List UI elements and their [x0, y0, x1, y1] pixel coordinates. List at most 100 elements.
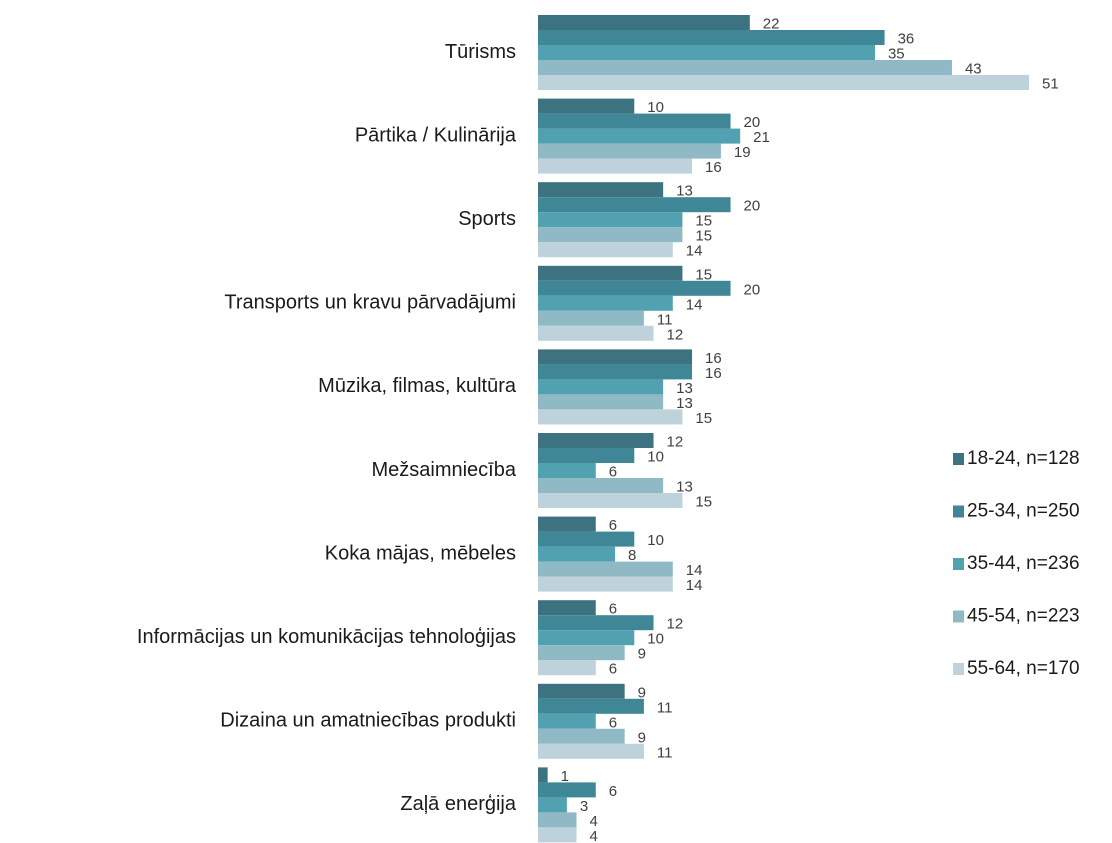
- category-label: Informācijas un komunikācijas tehnoloģij…: [137, 626, 516, 648]
- legend-label: 35-44, n=236: [967, 553, 1080, 574]
- bar: [538, 478, 664, 493]
- bar: [538, 576, 673, 592]
- value-label: 9: [638, 729, 646, 746]
- value-label: 19: [734, 144, 751, 161]
- bar: [538, 812, 577, 828]
- value-label: 35: [888, 45, 905, 62]
- value-label: 6: [609, 463, 617, 480]
- value-label: 14: [686, 296, 703, 313]
- bar: [538, 295, 673, 311]
- bar: [538, 197, 731, 213]
- legend-swatch: [953, 663, 964, 675]
- bar: [538, 158, 693, 174]
- value-label: 15: [695, 410, 712, 427]
- value-label: 16: [705, 350, 722, 367]
- legend-swatch: [953, 558, 964, 570]
- legend-label: 18-24, n=128: [967, 448, 1080, 469]
- value-label: 15: [695, 228, 712, 245]
- bar: [538, 265, 683, 281]
- bar: [538, 227, 683, 243]
- value-label: 36: [898, 30, 915, 47]
- bar: [538, 394, 664, 410]
- bar: [538, 409, 683, 425]
- value-label: 11: [657, 311, 673, 328]
- bar: [538, 379, 664, 395]
- value-label: 6: [609, 517, 617, 534]
- bar: [538, 310, 644, 326]
- bar: [538, 743, 644, 759]
- value-label: 14: [686, 243, 703, 260]
- category-label: Zaļā enerģija: [400, 793, 517, 815]
- value-label: 4: [590, 828, 598, 843]
- legend-label: 45-54, n=223: [967, 606, 1080, 627]
- value-label: 1: [561, 768, 569, 785]
- value-label: 12: [667, 433, 684, 450]
- bar: [538, 493, 683, 508]
- value-label: 16: [705, 159, 722, 176]
- category-label: Transports un kravu pārvadājumi: [224, 292, 516, 314]
- bar: [538, 15, 750, 30]
- bar: [538, 698, 644, 714]
- category-label: Sports: [458, 208, 516, 230]
- bar: [538, 516, 596, 532]
- value-label: 12: [667, 326, 684, 343]
- value-label: 4: [590, 813, 598, 830]
- bar: [538, 728, 625, 744]
- category-label: Pārtika / Kulinārija: [355, 124, 517, 146]
- value-label: 6: [609, 714, 617, 731]
- category-label: Dizaina un amatniecības produkti: [220, 710, 516, 732]
- value-label: 21: [753, 129, 770, 146]
- value-label: 20: [744, 281, 761, 298]
- bar: [538, 325, 654, 341]
- value-label: 14: [686, 562, 703, 579]
- value-label: 6: [609, 601, 617, 618]
- value-label: 9: [638, 646, 646, 663]
- value-label: 20: [744, 198, 761, 215]
- bar: [538, 45, 875, 60]
- bar: [538, 645, 625, 661]
- value-label: 13: [676, 395, 693, 412]
- value-label: 11: [657, 744, 673, 761]
- bar: [538, 182, 664, 198]
- value-label: 13: [676, 183, 693, 200]
- value-label: 10: [647, 99, 664, 116]
- value-label: 9: [638, 684, 646, 701]
- value-label: 15: [695, 493, 712, 510]
- bar: [538, 212, 683, 228]
- value-label: 14: [686, 577, 703, 594]
- value-label: 12: [667, 616, 684, 633]
- bar: [538, 349, 693, 365]
- value-label: 10: [647, 532, 664, 549]
- category-label: Tūrisms: [445, 41, 516, 63]
- value-label: 15: [695, 213, 712, 230]
- legend-swatch: [953, 453, 964, 465]
- value-label: 20: [744, 114, 761, 131]
- value-label: 43: [965, 60, 982, 77]
- legend-swatch: [953, 505, 964, 518]
- value-label: 10: [647, 448, 664, 465]
- value-label: 22: [763, 15, 780, 32]
- bar: [538, 797, 567, 813]
- bar: [538, 128, 741, 144]
- value-label: 13: [676, 380, 693, 397]
- bar: [538, 827, 577, 843]
- value-label: 6: [609, 783, 617, 800]
- bar: [538, 433, 654, 448]
- bar: [538, 615, 654, 631]
- value-label: 16: [705, 365, 722, 382]
- bar: [538, 75, 1029, 90]
- bar: [538, 630, 635, 646]
- bar: [538, 364, 693, 380]
- bar: [538, 782, 596, 798]
- bar: [538, 113, 731, 129]
- category-label: Mūzika, filmas, kultūra: [318, 375, 517, 397]
- bar: [538, 463, 596, 478]
- legend-label: 25-34, n=250: [967, 501, 1080, 522]
- bar: [538, 531, 635, 547]
- value-label: 15: [695, 266, 712, 283]
- bar: [538, 98, 635, 114]
- value-label: 8: [628, 547, 636, 564]
- value-label: 13: [676, 478, 693, 495]
- bar: [538, 713, 596, 729]
